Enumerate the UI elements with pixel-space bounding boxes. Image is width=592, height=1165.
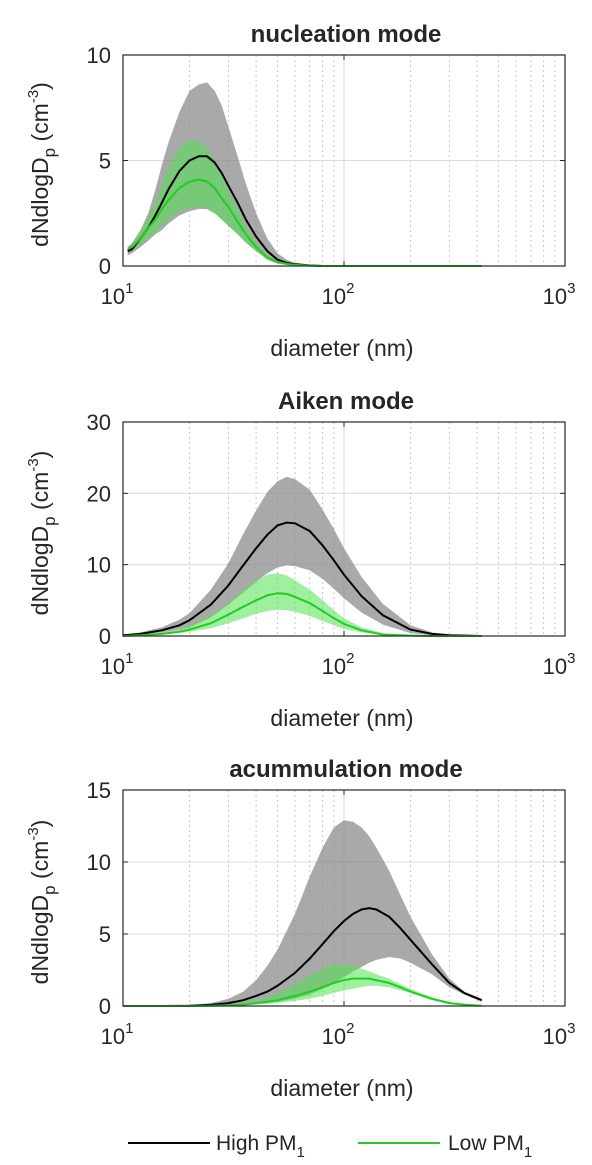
x-axis-label: diameter (nm) — [270, 1075, 413, 1101]
legend-label-high-pm1: High PM1 — [216, 1132, 305, 1158]
x-tick-exponent: 1 — [125, 650, 133, 667]
y-tick-label: 0 — [99, 994, 111, 1019]
legend-label-low-pm1: Low PM1 — [448, 1132, 532, 1158]
x-tick-label: 101 — [101, 280, 134, 309]
y-tick-label: 10 — [87, 43, 111, 68]
y-label-subscript: p — [40, 516, 59, 525]
y-tick-label: 5 — [99, 149, 111, 174]
y-tick-label: 20 — [87, 481, 111, 506]
y-label-units: (cm — [27, 841, 53, 886]
x-tick-base: 10 — [322, 1024, 346, 1049]
band-low-pm1 — [123, 964, 482, 1006]
y-tick-label: 10 — [87, 553, 111, 578]
x-tick-base: 10 — [101, 284, 125, 309]
y-axis-label: dNdlogDp (cm-3) — [25, 820, 59, 985]
y-tick-label: 30 — [87, 410, 111, 435]
y-label-close: ) — [27, 451, 53, 459]
x-tick-label: 103 — [543, 280, 576, 309]
y-label-subscript: p — [40, 148, 59, 157]
x-tick-exponent: 1 — [125, 1020, 133, 1037]
x-tick-exponent: 1 — [125, 280, 133, 297]
y-label-close: ) — [27, 82, 53, 90]
y-label-main: dNdlogD — [27, 157, 53, 247]
y-label-superscript: -3 — [25, 90, 42, 103]
legend: High PM1 Low PM1 — [118, 1124, 588, 1161]
x-tick-exponent: 3 — [567, 280, 575, 297]
band-low-pm1 — [123, 573, 482, 636]
band-high-pm1 — [127, 82, 482, 267]
x-tick-exponent: 3 — [567, 650, 575, 667]
band-high-pm1 — [123, 820, 482, 1006]
x-tick-label: 103 — [543, 650, 576, 679]
y-tick-label: 10 — [87, 850, 111, 875]
x-tick-exponent: 2 — [346, 280, 354, 297]
x-tick-label: 103 — [543, 1020, 576, 1049]
y-label-close: ) — [27, 820, 53, 828]
band-high-pm1 — [123, 476, 482, 636]
panel-title: Aiken mode — [278, 388, 414, 415]
y-axis-label: dNdlogDp (cm-3) — [25, 82, 59, 247]
y-label-units: (cm — [27, 103, 53, 148]
x-axis-label: diameter (nm) — [270, 335, 413, 361]
y-tick-label: 0 — [99, 624, 111, 649]
x-tick-label: 102 — [322, 650, 355, 679]
x-tick-label: 102 — [322, 1020, 355, 1049]
x-tick-exponent: 3 — [567, 1020, 575, 1037]
x-tick-exponent: 2 — [346, 650, 354, 667]
x-tick-exponent: 2 — [346, 1020, 354, 1037]
x-axis-label: diameter (nm) — [270, 705, 413, 731]
x-tick-base: 10 — [543, 284, 567, 309]
y-label-units: (cm — [27, 472, 53, 517]
y-label-main: dNdlogD — [27, 895, 53, 985]
x-tick-label: 102 — [322, 280, 355, 309]
x-tick-label: 101 — [101, 1020, 134, 1049]
y-tick-label: 5 — [99, 922, 111, 947]
x-tick-base: 10 — [101, 654, 125, 679]
band-low-pm1 — [127, 139, 482, 266]
y-label-subscript: p — [40, 885, 59, 894]
x-tick-base: 10 — [543, 654, 567, 679]
x-tick-label: 101 — [101, 650, 134, 679]
y-label-main: dNdlogD — [27, 526, 53, 616]
y-label-superscript: -3 — [25, 458, 42, 471]
y-tick-label: 0 — [99, 254, 111, 279]
panel-title: acummulation mode — [229, 756, 462, 783]
x-tick-base: 10 — [101, 1024, 125, 1049]
y-tick-label: 15 — [87, 778, 111, 803]
panel-title: nucleation mode — [251, 21, 442, 48]
y-axis-label: dNdlogDp (cm-3) — [25, 451, 59, 616]
y-label-superscript: -3 — [25, 827, 42, 840]
x-tick-base: 10 — [322, 654, 346, 679]
x-tick-base: 10 — [543, 1024, 567, 1049]
x-tick-base: 10 — [322, 284, 346, 309]
